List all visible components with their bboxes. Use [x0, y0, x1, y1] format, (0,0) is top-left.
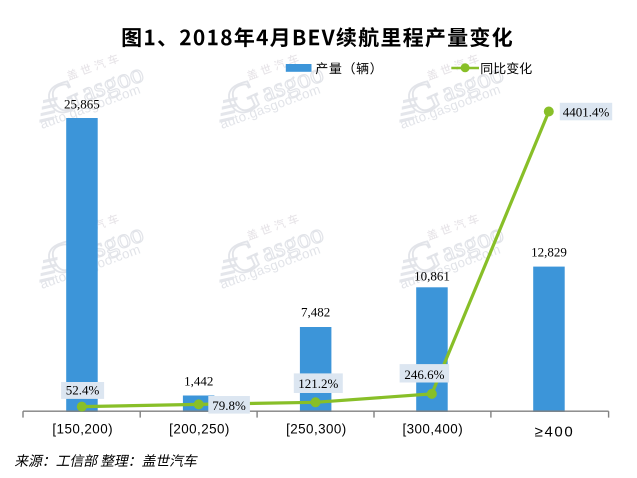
svg-text:246.6%: 246.6%: [404, 367, 444, 382]
svg-text:12,829: 12,829: [531, 245, 567, 260]
svg-text:≥400: ≥400: [535, 424, 575, 441]
svg-text:[150,200): [150,200): [52, 421, 113, 436]
svg-text:7,482: 7,482: [301, 305, 330, 320]
svg-text:1,442: 1,442: [184, 374, 213, 389]
svg-text:79.8%: 79.8%: [212, 398, 246, 413]
svg-text:52.4%: 52.4%: [66, 383, 100, 398]
svg-text:25,865: 25,865: [64, 96, 100, 111]
svg-text:[250,300): [250,300): [286, 421, 347, 436]
svg-text:10,861: 10,861: [414, 269, 450, 284]
svg-text:[200,250): [200,250): [169, 421, 230, 436]
svg-text:4401.4%: 4401.4%: [563, 104, 610, 119]
svg-text:[300,400): [300,400): [402, 421, 463, 436]
svg-text:121.2%: 121.2%: [298, 376, 338, 391]
